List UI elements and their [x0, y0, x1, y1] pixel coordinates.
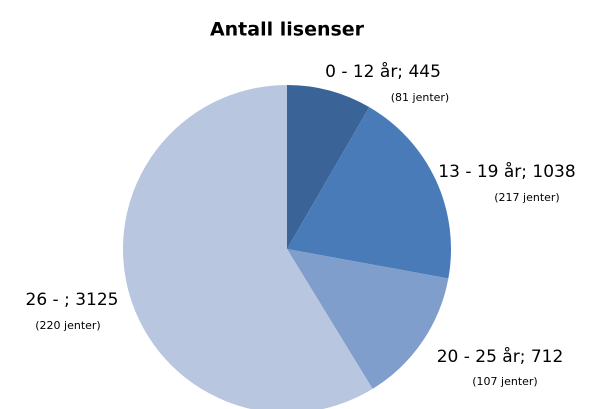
- pie-slice: [287, 249, 449, 389]
- slice-note: (220 jenter): [35, 319, 100, 332]
- slice-note: (81 jenter): [391, 91, 449, 104]
- slice-label: 0 - 12 år; 445: [325, 61, 441, 82]
- chart-title: Antall lisenser: [210, 19, 365, 41]
- pie-slice: [287, 85, 370, 249]
- slice-label: 20 - 25 år; 712: [437, 346, 564, 367]
- slice-note: (217 jenter): [494, 191, 559, 204]
- slice-label: 13 - 19 år; 1038: [438, 161, 575, 182]
- slice-note: (107 jenter): [472, 375, 537, 388]
- slice-label: 26 - ; 3125: [26, 290, 119, 310]
- pie-slice: [287, 107, 451, 279]
- pie-slice: [123, 85, 373, 409]
